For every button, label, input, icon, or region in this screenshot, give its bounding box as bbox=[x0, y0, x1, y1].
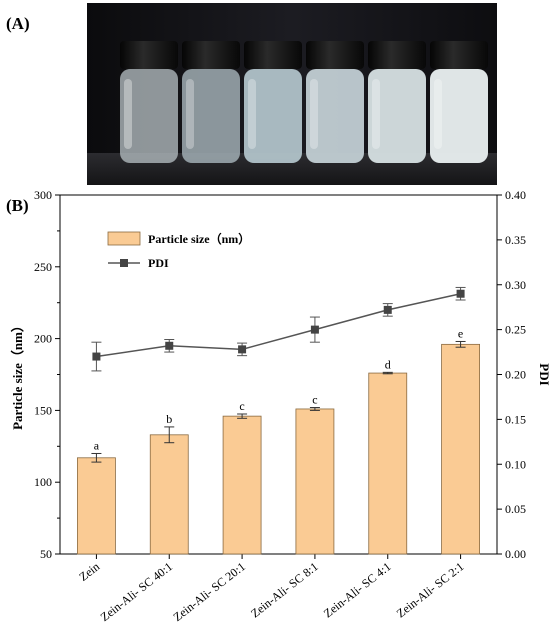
legend-line-marker bbox=[120, 259, 128, 267]
pdi-line bbox=[91, 286, 466, 372]
x-tick-label: Zein-Ali- SC 4:1 bbox=[321, 559, 394, 620]
panel-a-label: (A) bbox=[6, 14, 30, 33]
y2-tick-label: 0.25 bbox=[505, 323, 526, 337]
y-tick-label: 50 bbox=[40, 547, 52, 561]
y-axis-label: Particle size（nm） bbox=[10, 319, 25, 430]
pdi-point bbox=[165, 341, 174, 350]
pdi-series-line bbox=[96, 292, 461, 358]
x-tick-label: Zein-Ali- SC 20:1 bbox=[170, 559, 247, 624]
y-tick-label: 100 bbox=[34, 475, 52, 489]
y-tick-label: 300 bbox=[34, 188, 52, 202]
bar-significance-label: a bbox=[94, 438, 100, 452]
bar bbox=[368, 372, 408, 555]
vials-photo bbox=[87, 3, 497, 185]
y2-tick-label: 0.10 bbox=[505, 457, 526, 471]
vial-4 bbox=[306, 41, 364, 163]
pdi-point bbox=[383, 305, 392, 314]
legend-line-label: PDI bbox=[148, 256, 169, 270]
pdi-point bbox=[310, 325, 319, 334]
x-tick-label: Zein bbox=[76, 559, 102, 584]
y2-tick-label: 0.05 bbox=[505, 502, 526, 516]
bars: a b c c d e bbox=[77, 326, 480, 555]
bar bbox=[77, 457, 116, 555]
bar-significance-label: e bbox=[458, 326, 463, 340]
legend-bar-swatch bbox=[107, 231, 141, 246]
y2-tick-label: 0.35 bbox=[505, 233, 526, 247]
pdi-point bbox=[456, 289, 465, 298]
bar-significance-label: d bbox=[385, 357, 391, 371]
y2-tick-label: 0.15 bbox=[505, 412, 526, 426]
bar-significance-label: b bbox=[166, 412, 172, 426]
x-tick-label: Zein-Ali- SC 40:1 bbox=[98, 559, 175, 624]
y2-tick-label: 0.30 bbox=[505, 278, 526, 292]
bar bbox=[222, 415, 262, 555]
y-tick-label: 200 bbox=[34, 332, 52, 346]
x-tick-label: Zein-Ali- SC 2:1 bbox=[394, 559, 467, 620]
y-tick-label: 250 bbox=[34, 260, 52, 274]
vial-5 bbox=[368, 41, 426, 163]
bar-significance-label: c bbox=[239, 399, 244, 413]
y2-tick-label: 0.00 bbox=[505, 547, 526, 561]
vial-1 bbox=[120, 41, 178, 163]
y-tick-label: 150 bbox=[34, 403, 52, 417]
particle-size-pdi-chart: 50 100 150 200 250 300 0.00 0.05 0.10 0.15 0.20 0.2… bbox=[10, 188, 550, 624]
y2-axis-label: PDI bbox=[537, 363, 550, 385]
legend: Particle size（nm） PDI bbox=[107, 231, 250, 270]
bar bbox=[149, 434, 189, 555]
x-tick-label: Zein-Ali- SC 8:1 bbox=[248, 559, 321, 620]
bar-significance-label: c bbox=[312, 393, 317, 407]
y2-tick-label: 0.40 bbox=[505, 188, 526, 202]
vial-6 bbox=[430, 41, 488, 163]
pdi-point bbox=[238, 345, 247, 354]
plot-frame bbox=[59, 194, 498, 555]
legend-bar-label: Particle size（nm） bbox=[148, 231, 250, 246]
panel-b-label: (B) bbox=[6, 196, 29, 215]
bar bbox=[441, 343, 480, 555]
bar bbox=[295, 408, 335, 555]
vial-3 bbox=[244, 41, 302, 163]
y2-tick-label: 0.20 bbox=[505, 368, 526, 382]
vial-2 bbox=[182, 41, 240, 163]
pdi-point bbox=[92, 352, 101, 361]
